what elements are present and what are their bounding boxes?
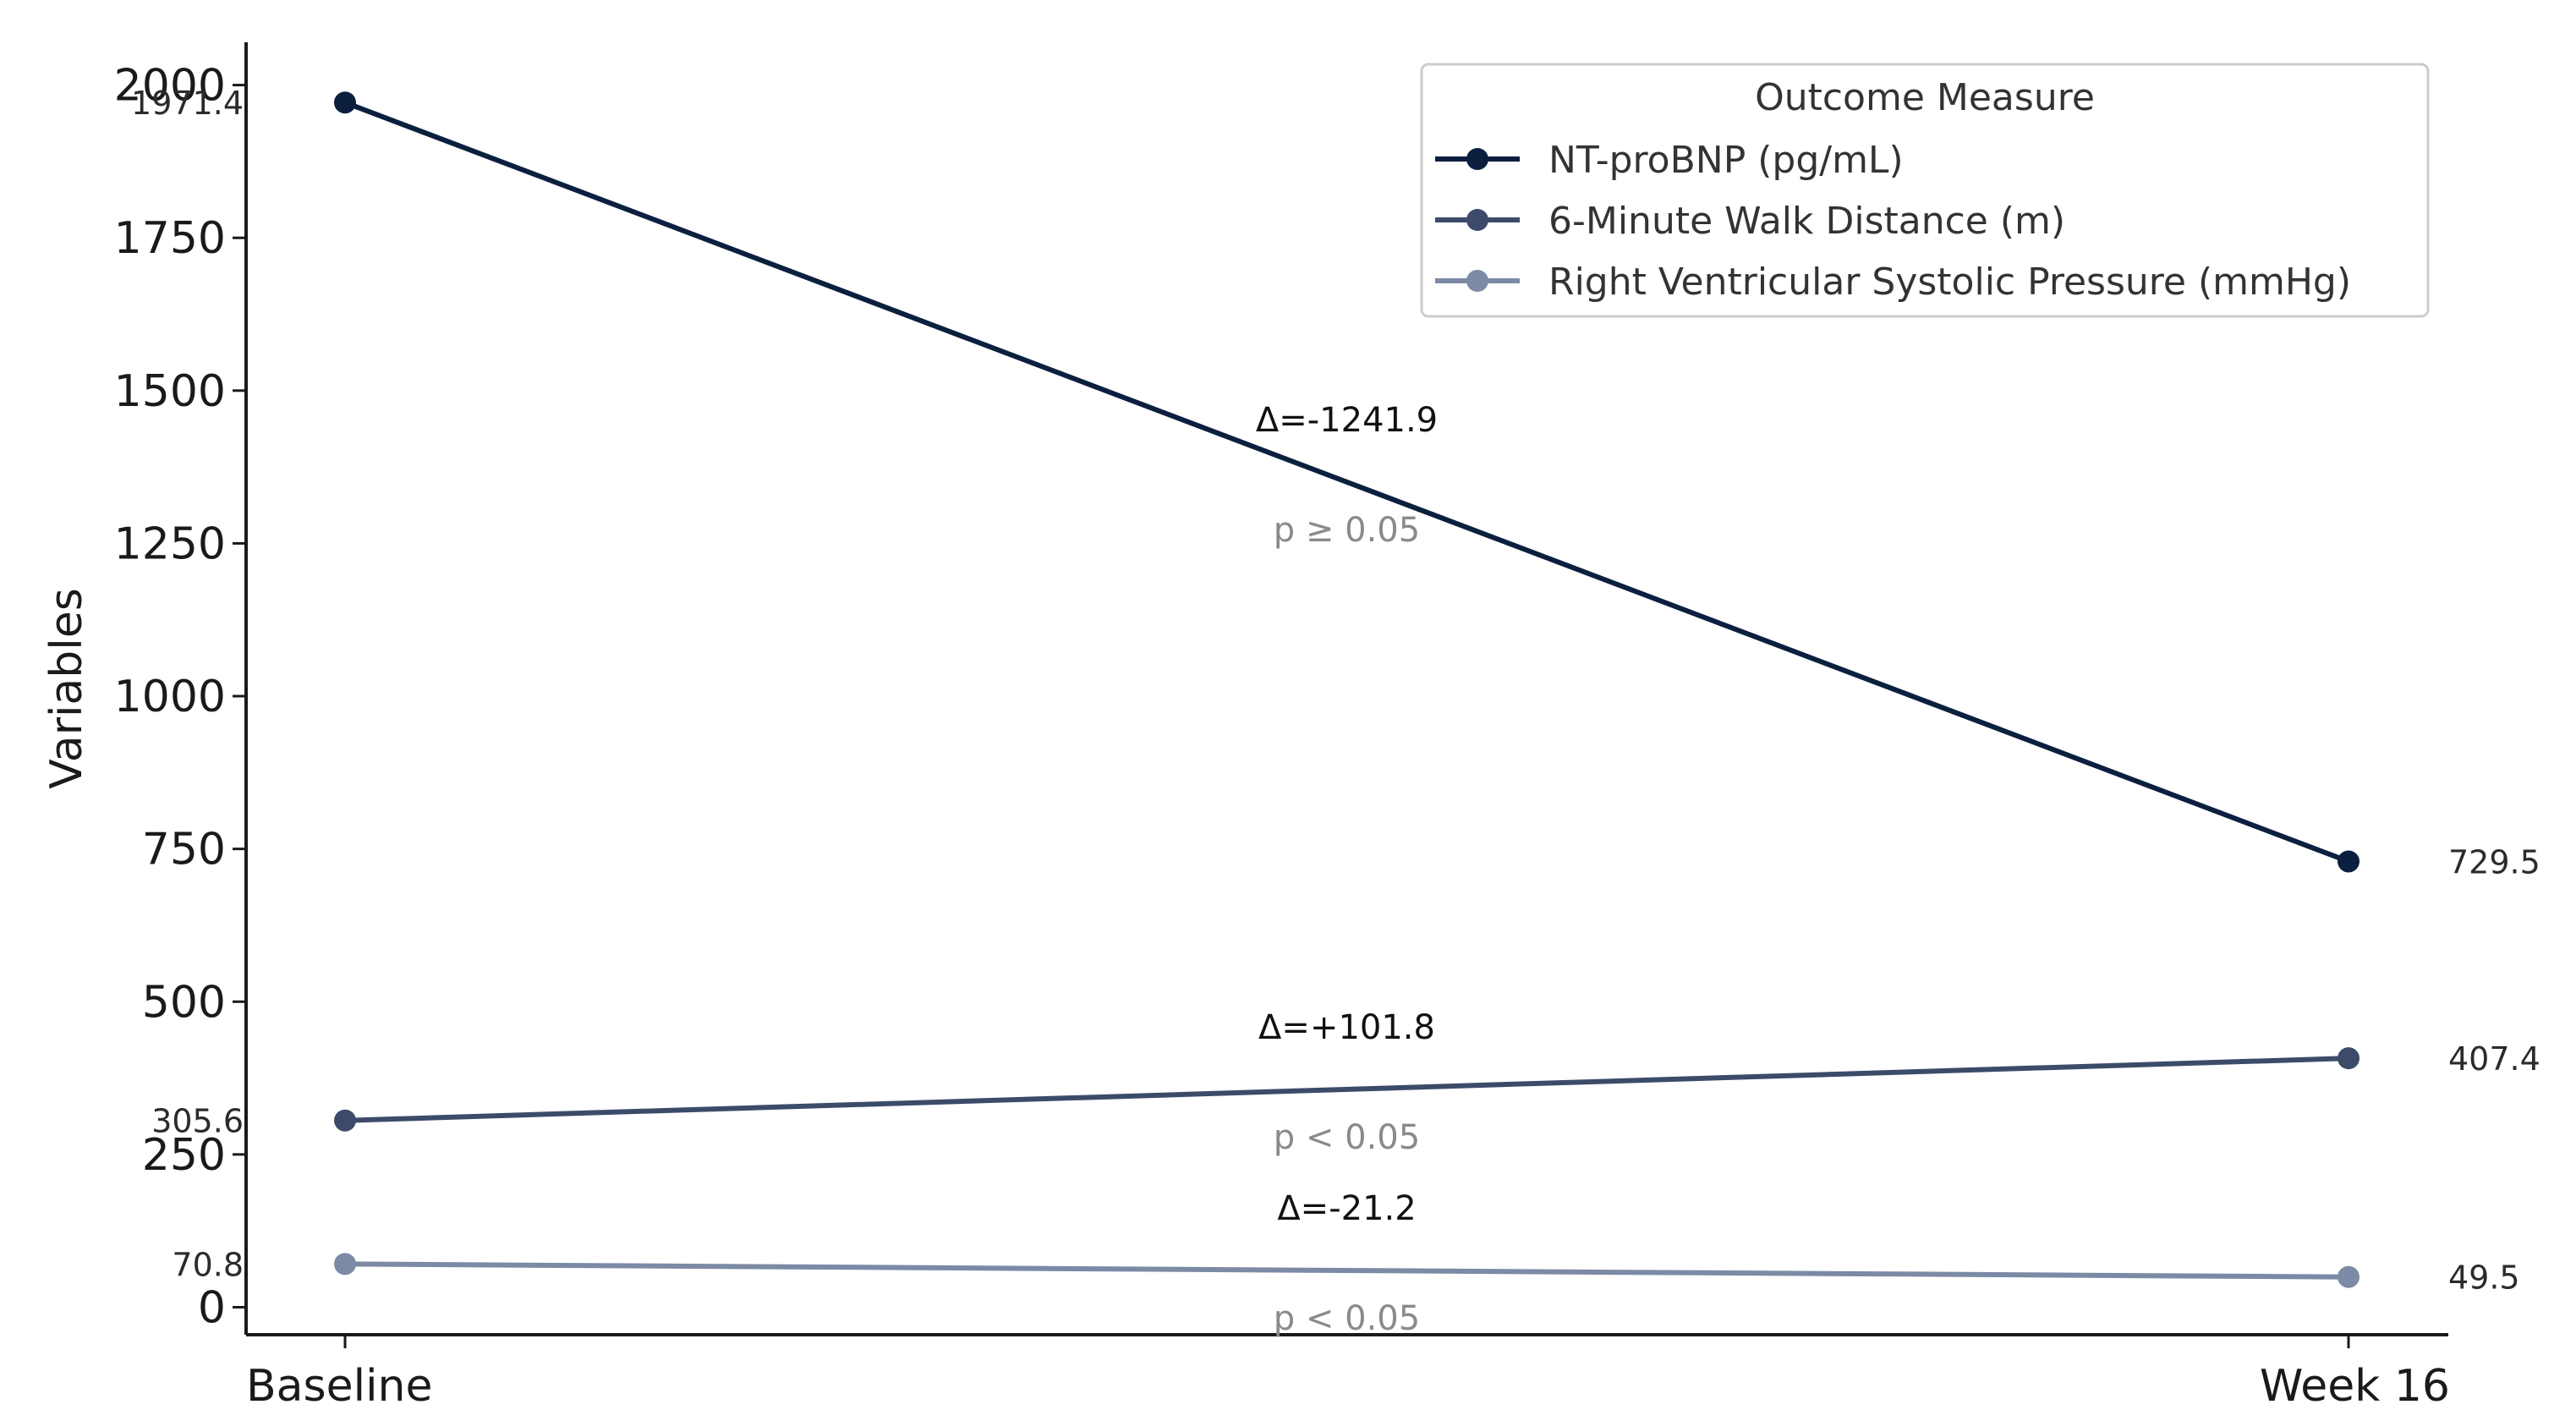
- y-tick-label: 1000: [114, 672, 226, 722]
- x-tick-label: Week 16: [2260, 1361, 2450, 1410]
- series-1: 1971.4 729.5 Δ=-1241.9 p ≥ 0.05: [131, 85, 2540, 881]
- y-tick-label: 500: [142, 977, 226, 1028]
- series-line: [343, 100, 2350, 864]
- delta-label: Δ=+101.8: [1258, 1008, 1435, 1047]
- value-label-baseline: 1971.4: [131, 85, 244, 122]
- value-label-week16: 729.5: [2448, 843, 2540, 881]
- p-value-label: p < 0.05: [1274, 1299, 1420, 1338]
- axes: [244, 42, 2448, 1336]
- y-tick-label: 1750: [114, 213, 226, 264]
- legend-label: Right Ventricular Systolic Pressure (mmH…: [1548, 261, 2351, 304]
- data-point: [2338, 850, 2360, 873]
- value-label-week16: 49.5: [2448, 1259, 2520, 1297]
- p-value-label: p < 0.05: [1274, 1118, 1420, 1157]
- legend-item-1: NT-proBNP (pg/mL): [1435, 139, 1904, 182]
- data-point: [334, 91, 356, 114]
- y-tick-label: 2000: [114, 61, 226, 112]
- series-layer: 1971.4 729.5 Δ=-1241.9 p ≥ 0.05 305.6 407.4 Δ=…: [131, 85, 2540, 1338]
- value-label-baseline: 305.6: [151, 1103, 244, 1140]
- data-point: [334, 1109, 356, 1132]
- legend-swatch-marker: [1466, 270, 1488, 292]
- series-3: 70.8 49.5 Δ=-21.2 p < 0.05: [172, 1189, 2519, 1338]
- series-line: [344, 1056, 2349, 1123]
- delta-label: Δ=-21.2: [1277, 1189, 1416, 1228]
- legend-swatch-marker: [1466, 148, 1488, 170]
- legend-item-2: 6-Minute Walk Distance (m): [1435, 200, 2065, 243]
- y-tick-label: 250: [142, 1130, 226, 1181]
- legend-label: NT-proBNP (pg/mL): [1548, 139, 1904, 182]
- value-label-baseline: 70.8: [172, 1246, 244, 1283]
- series-line: [344, 1261, 2349, 1280]
- legend-frame: [1420, 63, 2430, 318]
- y-tick-label: 1500: [114, 366, 226, 417]
- y-ticks: 0 250 500 750 1000 1250 1500 1750 2000: [114, 61, 246, 1333]
- value-label-week16: 407.4: [2448, 1040, 2540, 1078]
- legend-item-3: Right Ventricular Systolic Pressure (mmH…: [1435, 261, 2351, 304]
- data-point: [334, 1253, 356, 1276]
- legend: Outcome Measure NT-proBNP (pg/mL) 6-Minute…: [1420, 63, 2430, 318]
- delta-label: Δ=-1241.9: [1256, 401, 1438, 440]
- p-value-label: p ≥ 0.05: [1274, 511, 1420, 550]
- y-axis-label: Variables: [41, 588, 92, 789]
- legend-label: 6-Minute Walk Distance (m): [1548, 200, 2065, 243]
- series-2: 305.6 407.4 Δ=+101.8 p < 0.05: [151, 1008, 2540, 1157]
- x-ticks: Baseline Week 16: [246, 1335, 2450, 1410]
- data-point: [2338, 1047, 2360, 1070]
- data-point: [2338, 1265, 2360, 1288]
- legend-swatch-marker: [1466, 209, 1488, 231]
- y-tick-label: 750: [142, 825, 226, 875]
- legend-title: Outcome Measure: [1755, 76, 2095, 119]
- x-tick-label: Baseline: [246, 1361, 432, 1410]
- y-tick-label: 0: [198, 1282, 226, 1333]
- y-tick-label: 1250: [114, 518, 226, 569]
